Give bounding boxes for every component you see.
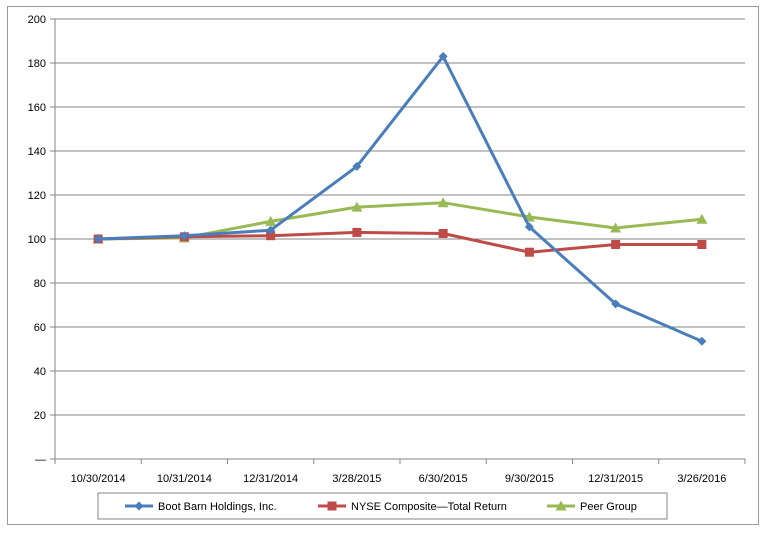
y-tick-label: 180	[28, 58, 46, 70]
data-point	[351, 201, 363, 212]
data-point	[697, 336, 707, 346]
data-point	[697, 240, 707, 249]
data-point	[438, 229, 448, 238]
series-0	[93, 51, 707, 346]
chart-frame	[7, 6, 759, 525]
data-point	[179, 231, 189, 241]
y-tick-label: 120	[28, 190, 46, 202]
data-point	[610, 222, 622, 233]
legend-entry: Peer Group	[547, 500, 637, 513]
data-point	[696, 213, 708, 224]
legend-marker	[327, 501, 337, 511]
x-tick-label: 10/31/2014	[157, 473, 212, 485]
data-point	[93, 234, 103, 244]
x-tick-label: 12/31/2014	[243, 473, 298, 485]
gridlines	[55, 18, 745, 416]
y-tick-label: 40	[34, 366, 46, 378]
x-tick-label: 3/28/2015	[332, 473, 381, 485]
y-tick-label: 100	[28, 234, 46, 246]
data-point	[524, 247, 534, 257]
data-point	[266, 231, 276, 241]
x-tick-label: 3/26/2016	[677, 473, 726, 485]
x-tick-label: 12/31/2015	[588, 473, 643, 485]
series-line	[98, 230, 702, 254]
y-tick-label: —	[35, 454, 46, 466]
data-point	[438, 51, 448, 61]
x-axis-ticks: 10/30/2014 10/31/2014 12/31/2014 3/28/2015 6…	[71, 473, 727, 485]
data-point	[352, 161, 362, 171]
legend-label: Boot Barn Holdings, Inc.	[158, 501, 277, 513]
legend-entry: NYSE Composite—Total Return	[318, 501, 507, 513]
y-tick-label: 200	[28, 14, 46, 26]
legend-label: Peer Group	[580, 501, 637, 513]
series-group	[92, 51, 708, 346]
y-tick-label: 60	[34, 322, 46, 334]
x-tick-label: 6/30/2015	[419, 473, 468, 485]
y-axis-ticks: — 20 40 60 80 100 120 140 160 180 200	[28, 14, 46, 466]
axes	[50, 18, 746, 464]
data-point	[266, 225, 276, 235]
data-point	[265, 215, 277, 226]
y-tick-label: 20	[34, 410, 46, 422]
x-tick-label: 10/30/2014	[71, 473, 126, 485]
data-point	[611, 240, 621, 249]
y-tick-label: 140	[28, 146, 46, 158]
data-point	[437, 197, 449, 208]
legend-label: NYSE Composite—Total Return	[351, 501, 507, 513]
x-tick-label: 9/30/2015	[505, 473, 554, 485]
data-point	[352, 227, 362, 237]
y-tick-label: 80	[34, 278, 46, 290]
series-line	[98, 54, 703, 343]
legend-marker	[134, 501, 144, 511]
data-point	[611, 299, 621, 309]
legend-marker	[555, 500, 567, 511]
y-tick-label: 160	[28, 102, 46, 114]
legend-entry: Boot Barn Holdings, Inc.	[125, 501, 277, 513]
legend: Boot Barn Holdings, Inc. NYSE Composite—T…	[97, 492, 668, 520]
data-point	[524, 222, 534, 232]
